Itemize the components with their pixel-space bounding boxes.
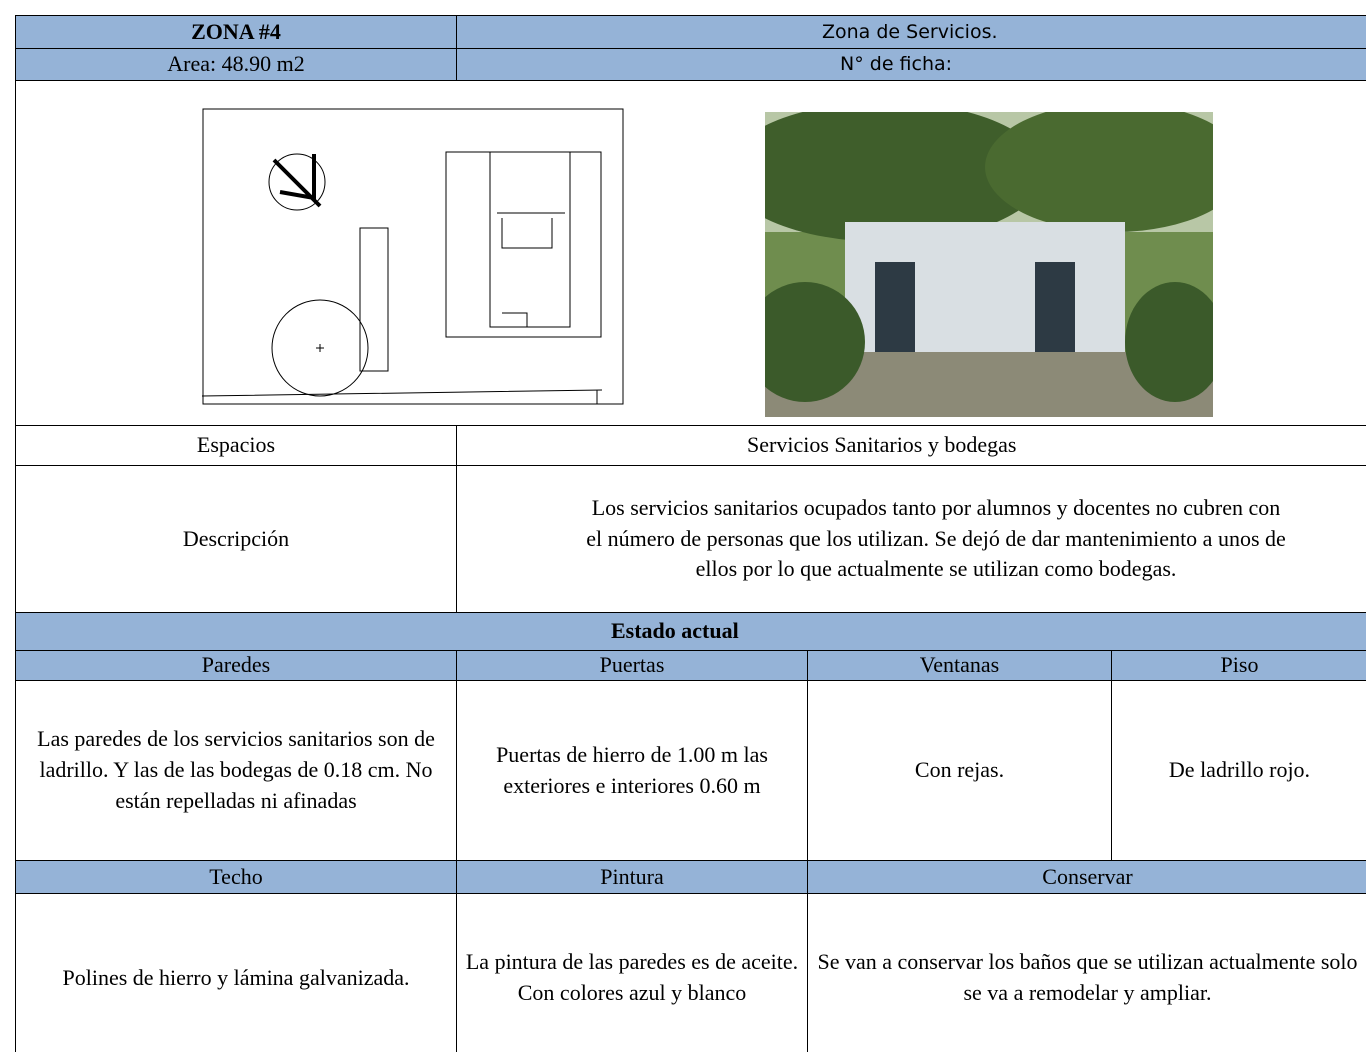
estado-title: Estado actual bbox=[611, 618, 739, 644]
column-header: Piso bbox=[1220, 652, 1259, 678]
column-header-cell: Conservar bbox=[807, 860, 1366, 894]
descripcion-line: ellos por lo que actualmente se utilizan… bbox=[695, 556, 1177, 582]
photo bbox=[765, 112, 1213, 417]
column-value: Con rejas. bbox=[914, 757, 1005, 783]
column-value-cell: Las paredes de los servicios sanitarios … bbox=[15, 680, 457, 861]
column-value-cell: La pintura de las paredes es de aceite. … bbox=[456, 893, 808, 1052]
espacios-label: Espacios bbox=[196, 432, 276, 458]
column-value-cell: Polines de hierro y lámina galvanizada. bbox=[15, 893, 457, 1052]
column-value: Las paredes de los servicios sanitarios … bbox=[37, 726, 435, 813]
floor-plan bbox=[202, 108, 624, 405]
espacios-label-cell: Espacios bbox=[15, 425, 457, 466]
descripcion-line: Los servicios sanitarios ocupados tanto … bbox=[591, 494, 1281, 520]
espacios-value-cell: Servicios Sanitarios y bodegas bbox=[456, 425, 1366, 466]
column-header: Ventanas bbox=[919, 652, 1000, 678]
column-header-cell: Paredes bbox=[15, 650, 457, 681]
column-header: Puertas bbox=[599, 652, 665, 678]
column-header: Paredes bbox=[201, 652, 271, 678]
column-header: Techo bbox=[209, 863, 263, 889]
column-value: Polines de hierro y lámina galvanizada. bbox=[62, 964, 410, 990]
descripcion-line: el número de personas que los utilizan. … bbox=[586, 525, 1286, 551]
column-header-cell: Techo bbox=[15, 860, 457, 894]
column-value: Puertas de hierro de 1.00 m las exterior… bbox=[496, 741, 768, 798]
area-cell: Area: 48.90 m2 bbox=[15, 48, 457, 81]
descripcion-label-cell: Descripción bbox=[15, 465, 457, 613]
zona-nombre: Zona de Servicios. bbox=[822, 20, 998, 43]
zona: ZONA #4 bbox=[191, 18, 281, 44]
column-value-cell: De ladrillo rojo. bbox=[1111, 680, 1366, 861]
column-value: Se van a conservar los baños que se util… bbox=[817, 949, 1358, 1005]
area: Area: 48.90 m2 bbox=[167, 51, 305, 77]
column-header-cell: Pintura bbox=[456, 860, 808, 894]
column-value-cell: Se van a conservar los baños que se util… bbox=[807, 893, 1366, 1052]
descripcion-label: Descripción bbox=[182, 525, 290, 551]
ficha: N° de ficha: bbox=[840, 53, 953, 76]
ficha-cell: N° de ficha: bbox=[456, 48, 1366, 81]
column-header: Pintura bbox=[600, 863, 664, 889]
estado-title-cell: Estado actual bbox=[15, 612, 1366, 651]
descripcion-cell: Los servicios sanitarios ocupados tanto … bbox=[456, 465, 1366, 613]
column-value: La pintura de las paredes es de aceite. … bbox=[465, 949, 799, 1005]
zona-name-cell: Zona de Servicios. bbox=[456, 15, 1366, 49]
column-value: De ladrillo rojo. bbox=[1168, 757, 1311, 783]
column-header-cell: Piso bbox=[1111, 650, 1366, 681]
column-header-cell: Ventanas bbox=[807, 650, 1112, 681]
zona-cell: ZONA #4 bbox=[15, 15, 457, 49]
column-value-cell: Puertas de hierro de 1.00 m las exterior… bbox=[456, 680, 808, 861]
column-value-cell: Con rejas. bbox=[807, 680, 1112, 861]
espacios-value: Servicios Sanitarios y bodegas bbox=[747, 432, 1017, 458]
column-header: Conservar bbox=[1042, 863, 1133, 889]
column-header-cell: Puertas bbox=[456, 650, 808, 681]
